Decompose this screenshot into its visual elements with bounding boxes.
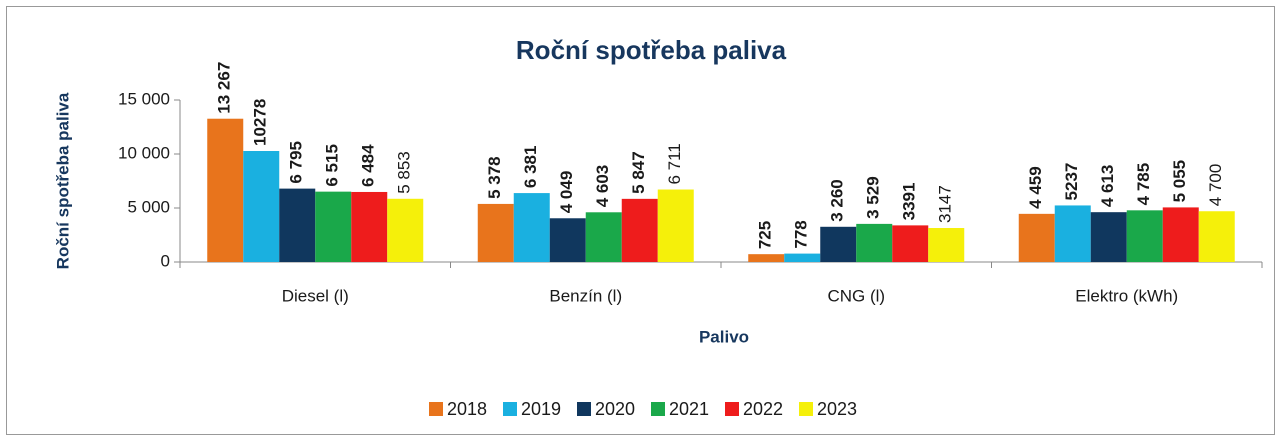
legend-swatch (799, 402, 813, 416)
bar (657, 189, 694, 262)
legend-swatch (577, 402, 591, 416)
legend-label: 2019 (521, 399, 561, 419)
value-label: 4 700 (1206, 164, 1225, 207)
bar (820, 226, 857, 262)
bar (279, 188, 316, 262)
value-label: 5 055 (1170, 160, 1189, 203)
bar (351, 191, 388, 262)
value-label: 3 260 (828, 179, 847, 222)
y-tick-label: 15 000 (118, 89, 170, 108)
bar (387, 198, 424, 262)
legend-label: 2018 (447, 399, 487, 419)
value-label: 5 378 (485, 156, 504, 199)
bar (892, 225, 929, 262)
value-label: 3 529 (864, 176, 883, 219)
bar (1054, 205, 1091, 262)
x-axis-label: Palivo (699, 327, 749, 346)
bar (1018, 213, 1055, 262)
value-label: 6 711 (665, 143, 684, 184)
bar (477, 203, 514, 262)
y-tick-label: 5 000 (127, 197, 170, 216)
bar (928, 228, 965, 262)
x-tick-label: Diesel (l) (282, 286, 349, 305)
y-tick-label: 0 (161, 251, 170, 270)
y-tick-label: 10 000 (118, 143, 170, 162)
x-tick-label: Elektro (kWh) (1075, 286, 1178, 305)
bar (513, 193, 550, 262)
value-label: 3391 (900, 183, 919, 221)
bar (1198, 211, 1235, 262)
bar (243, 150, 280, 262)
x-tick-label: CNG (l) (827, 286, 885, 305)
value-label: 5237 (1062, 163, 1081, 201)
value-label: 4 785 (1134, 163, 1153, 206)
bar (748, 254, 785, 262)
value-label: 778 (792, 220, 811, 248)
bar (856, 223, 893, 262)
value-label: 725 (756, 221, 775, 249)
bar (1162, 207, 1199, 262)
y-axis-label: Roční spotřeba paliva (53, 92, 72, 269)
value-label: 5 853 (395, 151, 414, 194)
value-label: 6 515 (323, 144, 342, 187)
chart-title: Roční spotřeba paliva (516, 35, 787, 65)
bar (549, 218, 586, 262)
bar (621, 198, 658, 262)
value-label: 4 049 (557, 171, 576, 214)
value-label: 6 381 (521, 146, 540, 189)
bar (207, 118, 244, 262)
legend-swatch (429, 402, 443, 416)
legend-swatch (651, 402, 665, 416)
value-label: 4 603 (593, 165, 612, 208)
value-label: 13 267 (215, 62, 234, 114)
legend-label: 2021 (669, 399, 709, 419)
legend-label: 2023 (817, 399, 857, 419)
legend-label: 2020 (595, 399, 635, 419)
legend-swatch (725, 402, 739, 416)
value-label: 4 613 (1098, 165, 1117, 208)
bar (1126, 210, 1163, 262)
bar (315, 191, 352, 262)
value-label: 4 459 (1026, 166, 1045, 209)
value-label: 6 795 (287, 141, 306, 184)
value-label: 6 484 (359, 144, 378, 187)
bar (1090, 212, 1127, 262)
bar (784, 253, 821, 262)
bar (585, 212, 622, 262)
value-label: 5 847 (629, 151, 648, 194)
value-label: 10278 (251, 99, 270, 146)
x-tick-label: Benzín (l) (549, 286, 622, 305)
legend-swatch (503, 402, 517, 416)
legend-label: 2022 (743, 399, 783, 419)
value-label: 3147 (936, 185, 955, 223)
